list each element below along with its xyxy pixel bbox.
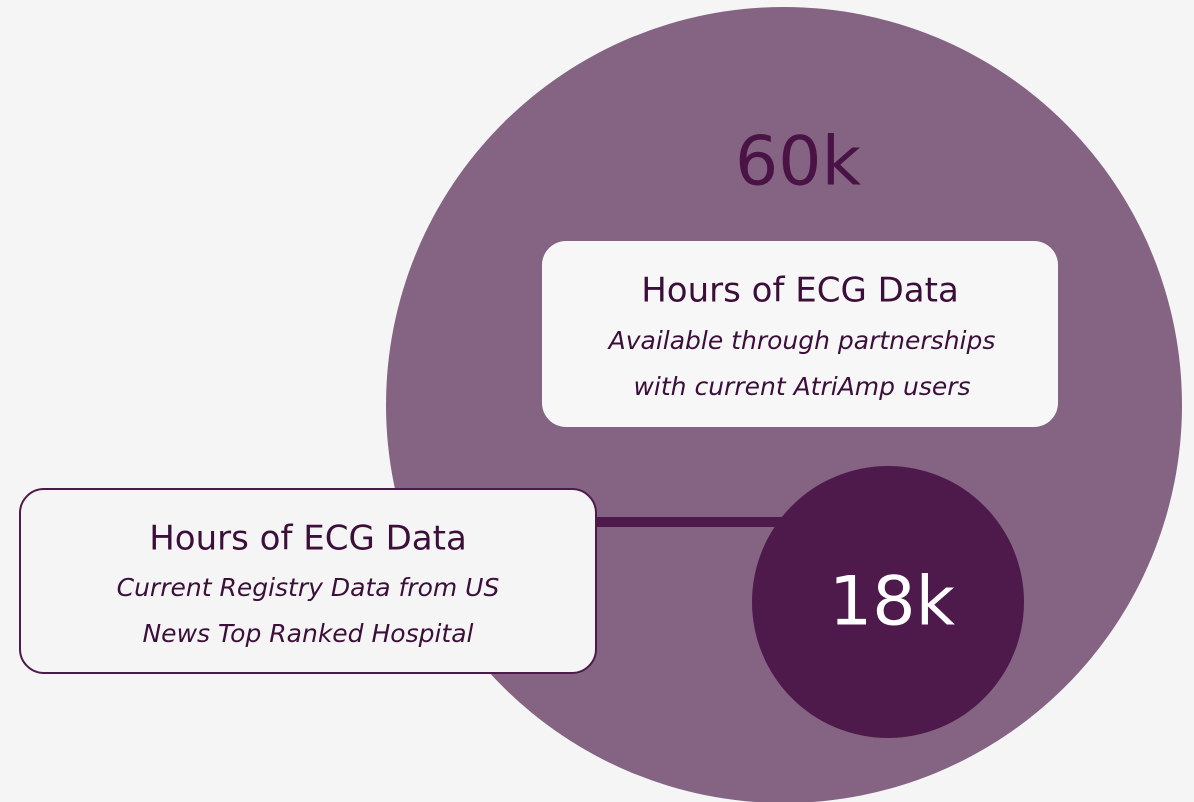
small-description: Current Registry Data from US bbox=[117, 573, 500, 602]
connector bbox=[590, 517, 800, 527]
large-description: Available through partnerships bbox=[607, 326, 996, 355]
small-description: News Top Ranked Hospital bbox=[142, 619, 473, 648]
small-label: Hours of ECG Data bbox=[149, 519, 467, 559]
large-label-box bbox=[542, 241, 1058, 427]
large-description: with current AtriAmp users bbox=[633, 372, 970, 401]
large-label: Hours of ECG Data bbox=[641, 271, 959, 311]
small-circle bbox=[752, 466, 1024, 738]
large-value: 60k bbox=[735, 123, 862, 202]
small-label-box bbox=[19, 488, 597, 674]
small-value: 18k bbox=[829, 563, 956, 642]
